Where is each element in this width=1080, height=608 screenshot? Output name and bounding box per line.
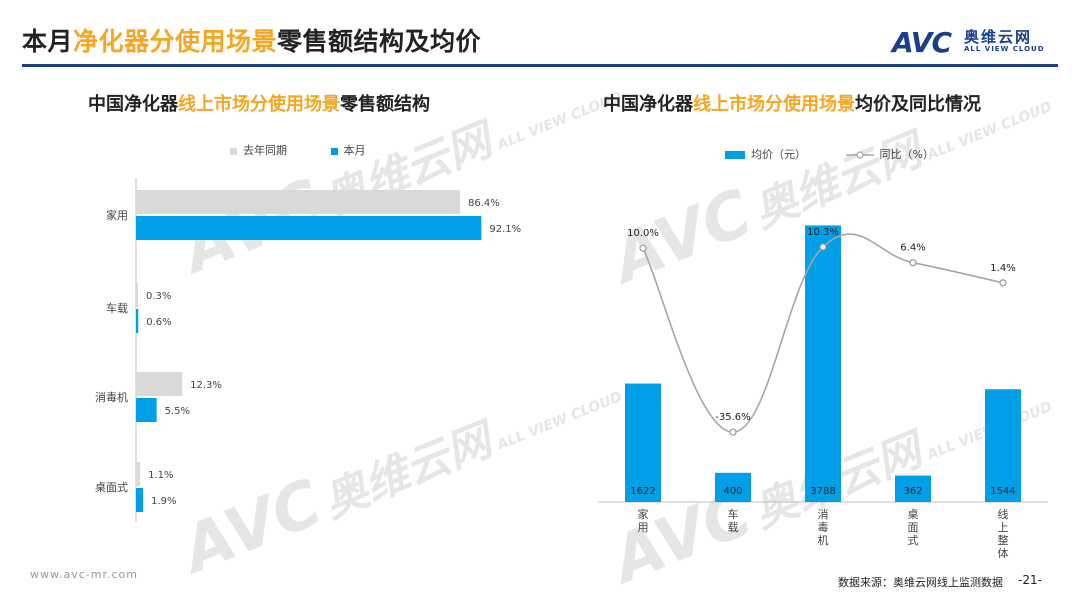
line-point (729, 428, 737, 436)
line-value-label: 10.0% (627, 228, 659, 239)
legend-line-icon (845, 151, 874, 159)
category-label: 桌面式 (95, 481, 128, 494)
data-label: 12.3% (190, 380, 222, 391)
bar (715, 472, 751, 502)
left-chart-title: 中国净化器线上市场分使用场景零售额结构 (88, 90, 430, 116)
logo-cn: 奥维云网 (964, 28, 1033, 46)
right-chart-title-pre: 中国净化器 (603, 94, 693, 115)
data-label: 1.9% (151, 496, 176, 507)
legend-label-yoy: 同比（%） (879, 148, 934, 161)
right-combo-chart: 1622 家用 400 车载 3788 消毒机 362 桌面式 1544 线上整体 10.0% -35… (598, 225, 1048, 560)
avc-logo: AVC 奥维云网 ALL VIEW CLOUD (892, 24, 1062, 59)
bar (136, 372, 183, 396)
footer-website: www.avc-mr.com (30, 568, 138, 581)
line-value-label: 6.4% (900, 243, 925, 254)
data-label: 0.6% (146, 317, 171, 328)
line-value-label: -35.6% (715, 412, 750, 423)
title-highlight: 净化器分使用场景 (73, 27, 278, 56)
bar (985, 389, 1021, 502)
bar-value-label: 362 (903, 486, 922, 497)
line-value-label: 1.4% (990, 263, 1015, 274)
line-point (999, 279, 1007, 287)
bar (895, 475, 931, 502)
legend-item-yoy: 同比（%） (845, 148, 934, 161)
page-header: 本月净化器分使用场景零售额结构及均价 AVC 奥维云网 ALL VIEW CLO… (0, 0, 1080, 68)
right-chart-title-post: 均价及同比情况 (855, 94, 981, 115)
left-chart-title-post: 零售额结构 (340, 94, 430, 115)
bar (136, 190, 460, 214)
data-label: 1.1% (148, 470, 173, 481)
line-point (819, 243, 827, 251)
bar-value-label: 1544 (990, 486, 1015, 497)
legend-label-this-month: 本月 (343, 144, 366, 157)
category-label: 消毒机 (818, 507, 829, 547)
footer-source: 数据来源：奥维云网线上监测数据 (838, 576, 1003, 589)
right-chart-title: 中国净化器线上市场分使用场景均价及同比情况 (603, 90, 981, 116)
line-value-label: 10.3% (807, 227, 839, 238)
bar (625, 383, 661, 502)
bar (136, 283, 138, 307)
bar (136, 398, 157, 422)
category-label: 消毒机 (95, 390, 128, 404)
legend-swatch-gray (230, 147, 237, 155)
title-suffix: 零售额结构及均价 (277, 27, 482, 56)
left-chart-title-pre: 中国净化器 (88, 94, 178, 115)
category-label: 桌面式 (908, 508, 919, 547)
page-title: 本月净化器分使用场景零售额结构及均价 (22, 22, 481, 58)
legend-item-avg-price: 均价（元） (725, 148, 806, 161)
left-legend: 去年同期 本月 (230, 142, 366, 158)
category-label: 家用 (106, 208, 128, 222)
header-divider (22, 64, 1058, 67)
bar (136, 462, 141, 486)
bar-value-label: 3788 (810, 486, 835, 497)
data-label: 92.1% (489, 224, 521, 235)
bar (805, 225, 841, 502)
series-line-yoy (642, 233, 1004, 433)
category-label: 车载 (728, 507, 739, 534)
legend-swatch-bar (725, 151, 745, 159)
legend-item-last-year: 去年同期 (230, 144, 287, 157)
line-point (639, 244, 647, 252)
right-chart-title-hl: 线上市场分使用场景 (693, 94, 855, 115)
logo-brand: AVC (892, 26, 952, 59)
category-label: 线上整体 (998, 507, 1009, 560)
legend-label-last-year: 去年同期 (243, 144, 287, 157)
legend-item-this-month: 本月 (330, 144, 366, 157)
line-point (909, 259, 917, 267)
data-label: 0.3% (146, 291, 171, 302)
bar-value-label: 1622 (630, 486, 655, 497)
right-legend: 均价（元） 同比（%） (725, 146, 934, 162)
bar-value-label: 400 (723, 486, 742, 497)
data-label: 5.5% (165, 406, 190, 417)
bar (136, 216, 482, 240)
category-label: 车载 (106, 301, 128, 315)
data-label: 86.4% (468, 198, 500, 209)
title-prefix: 本月 (22, 27, 74, 56)
bar (136, 309, 139, 333)
logo-en: ALL VIEW CLOUD (964, 45, 1045, 53)
bar (136, 488, 144, 512)
legend-swatch-blue (330, 147, 338, 155)
left-chart-title-hl: 线上市场分使用场景 (178, 94, 340, 115)
category-label: 家用 (638, 507, 649, 534)
page-number: -21- (1018, 573, 1042, 587)
left-bar-chart: 家用 86.4% 92.1% 车载 0.3% 0.6% 消毒机 12.3% 5.5% 桌面式 1.1… (95, 178, 521, 522)
legend-label-avg-price: 均价（元） (751, 148, 806, 161)
